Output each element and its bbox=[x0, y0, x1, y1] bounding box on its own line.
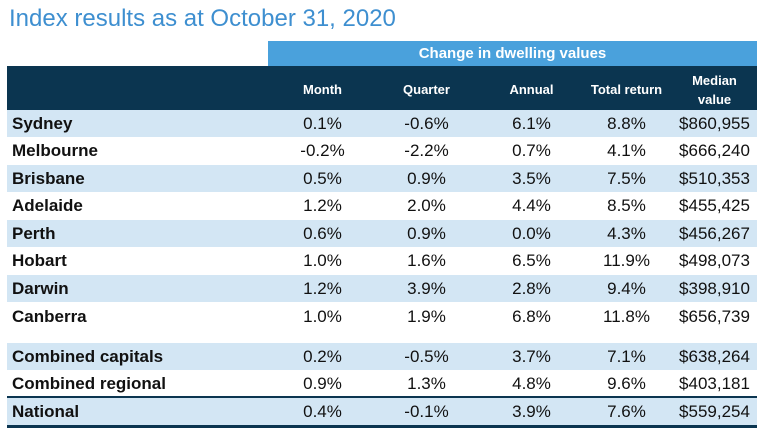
cell-annual: 3.7% bbox=[512, 346, 551, 366]
cell-quarter: 1.3% bbox=[407, 373, 446, 393]
cell-annual: 3.9% bbox=[512, 401, 551, 421]
cell-quarter: 2.0% bbox=[407, 195, 446, 215]
column-header-month: Month bbox=[303, 82, 342, 97]
cell-annual: 4.4% bbox=[512, 195, 551, 215]
cell-quarter: -2.2% bbox=[404, 140, 449, 160]
cell-median: $656,739 bbox=[679, 306, 750, 326]
row-label: Adelaide bbox=[12, 195, 83, 215]
cell-quarter: -0.1% bbox=[404, 401, 449, 421]
table-row: Canberra 1.0% 1.9% 6.8% 11.8% $656,739 bbox=[7, 303, 757, 330]
cell-month: 0.5% bbox=[303, 168, 342, 188]
row-label: Combined regional bbox=[12, 373, 166, 393]
cell-month: 0.2% bbox=[303, 346, 342, 366]
cell-median: $403,181 bbox=[679, 373, 750, 393]
cell-annual: 0.7% bbox=[512, 140, 551, 160]
row-label: Melbourne bbox=[12, 140, 98, 160]
cell-total: 9.6% bbox=[607, 373, 646, 393]
table-row: Hobart 1.0% 1.6% 6.5% 11.9% $498,073 bbox=[7, 247, 757, 274]
cell-total: 7.6% bbox=[607, 401, 646, 421]
table-header: Month Quarter Annual Total return Median… bbox=[7, 66, 757, 113]
cell-median: $398,910 bbox=[679, 278, 750, 298]
column-header-annual: Annual bbox=[509, 82, 554, 97]
cell-median: $860,955 bbox=[679, 113, 750, 133]
cell-annual: 6.1% bbox=[512, 113, 551, 133]
table-row: Sydney 0.1% -0.6% 6.1% 8.8% $860,955 bbox=[7, 110, 757, 137]
table-row: Perth 0.6% 0.9% 0.0% 4.3% $456,267 bbox=[7, 220, 757, 247]
cell-month: 1.0% bbox=[303, 306, 342, 326]
cell-quarter: 3.9% bbox=[407, 278, 446, 298]
cell-median: $498,073 bbox=[679, 250, 750, 270]
cell-month: 0.9% bbox=[303, 373, 342, 393]
cell-annual: 3.5% bbox=[512, 168, 551, 188]
cell-month: 1.2% bbox=[303, 195, 342, 215]
cell-month: 0.4% bbox=[303, 401, 342, 421]
cell-total: 11.9% bbox=[603, 250, 650, 270]
column-header-quarter: Quarter bbox=[403, 82, 450, 97]
cell-median: $456,267 bbox=[679, 223, 750, 243]
cell-total: 8.5% bbox=[607, 195, 646, 215]
cell-month: -0.2% bbox=[300, 140, 345, 160]
row-label: Combined capitals bbox=[12, 346, 164, 366]
cell-median: $559,254 bbox=[679, 401, 750, 421]
cell-total: 8.8% bbox=[607, 113, 646, 133]
cell-median: $455,425 bbox=[679, 195, 750, 215]
table-bottom-border bbox=[7, 425, 757, 428]
cell-annual: 6.8% bbox=[512, 306, 551, 326]
national-separator bbox=[7, 396, 757, 398]
cell-annual: 6.5% bbox=[512, 250, 551, 270]
row-label: Brisbane bbox=[12, 168, 85, 188]
table-row: Brisbane 0.5% 0.9% 3.5% 7.5% $510,353 bbox=[7, 165, 757, 192]
cell-month: 0.1% bbox=[303, 113, 342, 133]
row-label: Sydney bbox=[12, 113, 73, 133]
median-header-line2: value bbox=[697, 91, 732, 107]
cell-quarter: 1.9% bbox=[407, 306, 446, 326]
cell-annual: 0.0% bbox=[512, 223, 551, 243]
column-header-total-return: Total return bbox=[590, 82, 663, 97]
cell-total: 9.4% bbox=[607, 278, 646, 298]
median-header-line1: Median bbox=[692, 72, 737, 88]
table-row: Melbourne -0.2% -2.2% 0.7% 4.1% $666,240 bbox=[7, 137, 757, 164]
cell-total: 4.3% bbox=[607, 223, 646, 243]
cell-median: $666,240 bbox=[679, 140, 750, 160]
page-title: Index results as at October 31, 2020 bbox=[9, 5, 396, 32]
cell-annual: 2.8% bbox=[512, 278, 551, 298]
cell-total: 7.1% bbox=[607, 346, 646, 366]
cell-total: 11.8% bbox=[603, 306, 650, 326]
table-row: Combined regional 0.9% 1.3% 4.8% 9.6% $403,18… bbox=[7, 370, 757, 397]
cell-quarter: 0.9% bbox=[407, 168, 446, 188]
cell-month: 1.0% bbox=[303, 250, 342, 270]
cell-annual: 4.8% bbox=[512, 373, 551, 393]
cell-quarter: 1.6% bbox=[407, 250, 446, 270]
row-label: Hobart bbox=[12, 250, 67, 270]
cell-total: 7.5% bbox=[607, 168, 646, 188]
row-label: Canberra bbox=[12, 306, 87, 326]
table-row: Darwin 1.2% 3.9% 2.8% 9.4% $398,910 bbox=[7, 275, 757, 302]
change-in-dwelling-values-header: Change in dwelling values bbox=[268, 41, 757, 66]
cell-month: 1.2% bbox=[303, 278, 342, 298]
cell-month: 0.6% bbox=[303, 223, 342, 243]
cell-total: 4.1% bbox=[607, 140, 646, 160]
row-label: National bbox=[12, 401, 80, 421]
cell-median: $638,264 bbox=[679, 346, 750, 366]
row-label: Perth bbox=[12, 223, 56, 243]
column-header-median-value: Median value bbox=[672, 66, 757, 113]
cell-quarter: 0.9% bbox=[407, 223, 446, 243]
row-label: Darwin bbox=[12, 278, 69, 298]
cell-quarter: -0.5% bbox=[404, 346, 449, 366]
table-row: Combined capitals 0.2% -0.5% 3.7% 7.1% $638,2… bbox=[7, 343, 757, 370]
cell-quarter: -0.6% bbox=[404, 113, 449, 133]
table-row: Adelaide 1.2% 2.0% 4.4% 8.5% $455,425 bbox=[7, 192, 757, 219]
cell-median: $510,353 bbox=[679, 168, 750, 188]
table-row: National 0.4% -0.1% 3.9% 7.6% $559,254 bbox=[7, 398, 757, 425]
